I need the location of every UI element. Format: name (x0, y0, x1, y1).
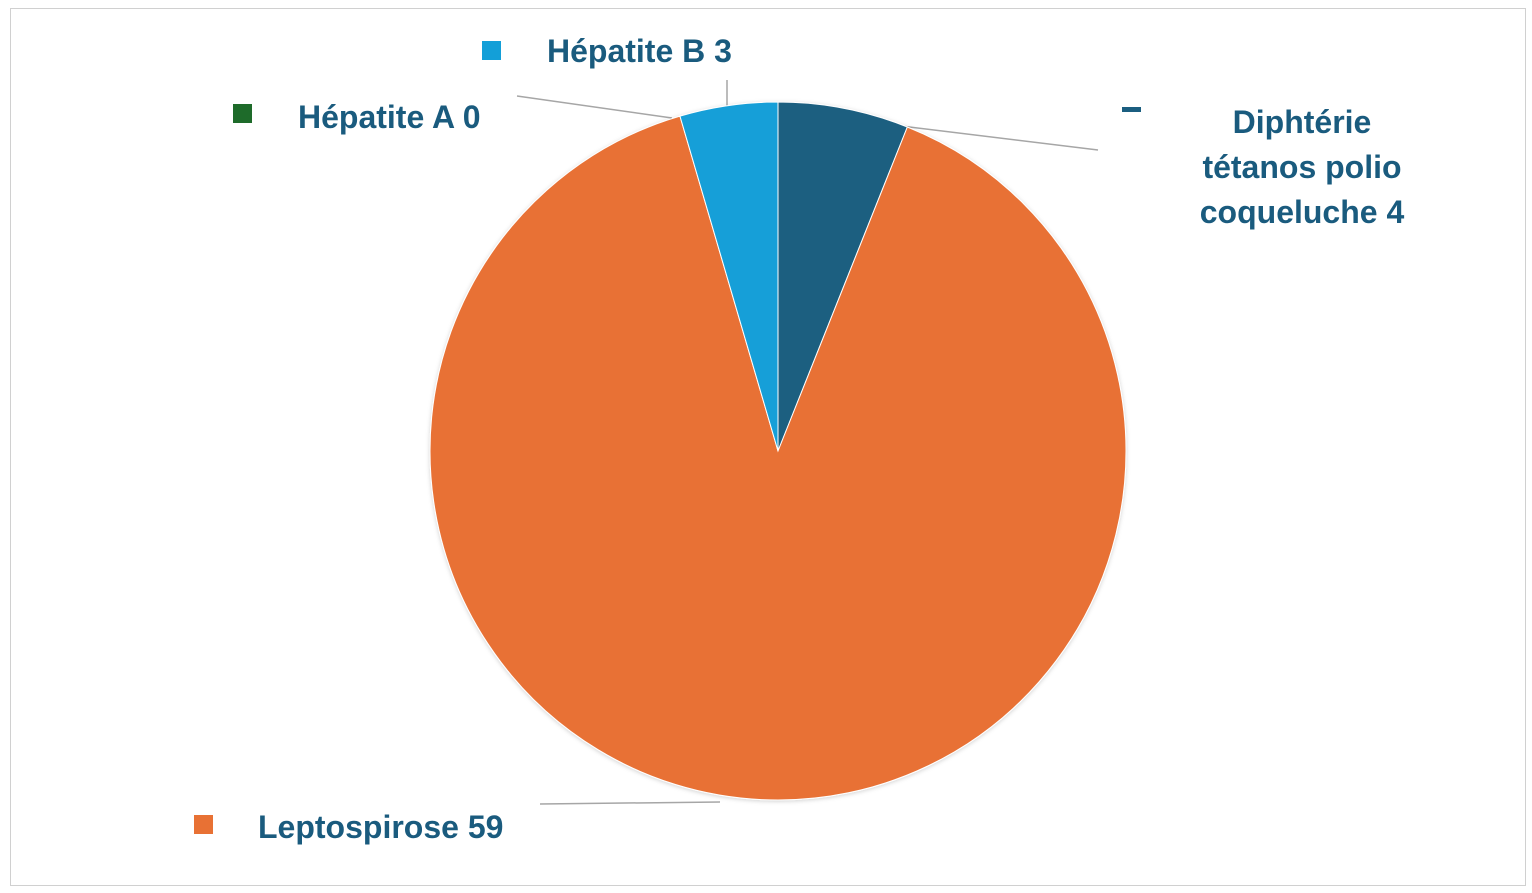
legend-marker-leptospirose (194, 815, 213, 834)
legend-marker-hepatite-a (233, 104, 252, 123)
pie-slice-hepatite-b (679, 101, 779, 452)
legend-marker-diphterie (1122, 107, 1141, 112)
data-label-diphterie-line-1: Diphtérie (1233, 104, 1372, 140)
pie-slices (429, 101, 1127, 801)
pie-slice-leptospirose (429, 115, 1127, 801)
data-label-hepatite-b: Hépatite B 3 (547, 33, 732, 69)
leader-line-leptospirose (539, 801, 721, 805)
leader-line-diphterie (892, 124, 1099, 151)
leader-lines (516, 80, 1099, 805)
data-label-leptospirose: Leptospirose 59 (258, 809, 503, 845)
data-label-hepatite-a: Hépatite A 0 (298, 99, 481, 135)
pie-slice-diphterie-tetanos-polio-coqueluche (777, 101, 908, 452)
data-label-diphterie-line-2: tétanos polio (1202, 149, 1401, 185)
legend-marker-hepatite-b (482, 41, 501, 60)
leader-line-hepatite-a (516, 95, 673, 119)
data-label-diphterie-line-3: coqueluche 4 (1200, 194, 1405, 230)
